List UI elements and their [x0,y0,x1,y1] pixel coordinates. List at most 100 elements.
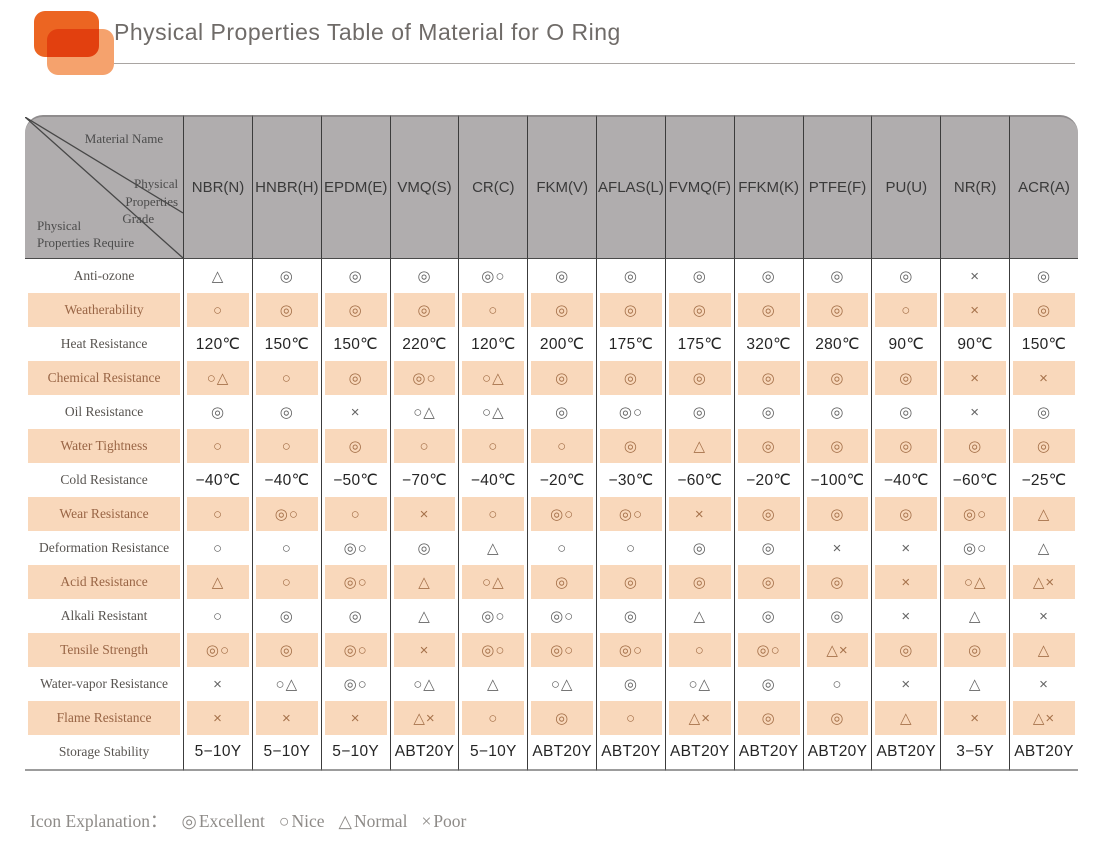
cell-value: −50℃ [333,471,379,489]
legend-label: Normal [353,811,408,831]
value-cell: 3−5Y [940,735,1010,771]
value-cell: −60℃ [664,463,734,497]
value-cell: ○△ [527,667,596,701]
value-cell: ABT20Y [527,735,597,771]
value-cell: ○ [251,531,321,565]
value-cell: ◎ [733,565,803,599]
value-cell: △ [664,599,734,633]
value-cell: × [802,531,872,565]
cell-value: ◎ [899,370,914,387]
cell-value: ◎ [692,302,707,319]
cell-value: ABT20Y [670,743,730,760]
cell-value: ◎○ [412,370,437,387]
row-label-cell: Water-vapor Resistance [25,667,183,701]
value-cell: −40℃ [458,463,527,497]
value-cell: △ [183,565,252,599]
cell-value: ◎ [761,506,776,523]
cell-value: ◎ [1036,438,1052,455]
cell-value: ◎ [623,608,639,625]
cell-value: ○ [557,539,568,557]
cell-value: ◎ [692,404,707,421]
value-cell: −20℃ [733,463,803,497]
value-cell: △ [940,599,1009,633]
value-cell: ◎ [871,361,940,395]
value-cell: ◎ [664,531,734,565]
value-cell: −50℃ [320,463,390,497]
material-header: HNBR(H) [251,115,321,259]
value-cell: ◎ [251,293,321,327]
cell-value: −70℃ [402,471,447,489]
row-label: Alkali Resistant [60,608,148,623]
cell-value: ◎○ [274,506,299,523]
table-row: Chemical Resistance ○△ ○ ◎ ◎○ ○△ ◎ ◎ ◎ ◎ ◎ ◎ × × [25,361,1078,395]
value-cell: −70℃ [389,463,459,497]
cell-value: ○ [488,709,499,727]
value-cell: 220℃ [389,327,459,361]
value-cell: ◎ [389,293,459,327]
value-cell: ◎ [527,565,596,599]
cell-value: ◎ [692,540,707,557]
cell-value: ○ [212,301,224,319]
value-cell: ○ [458,497,527,531]
value-cell: ABT20Y [733,735,803,771]
value-cell: ○ [458,701,527,735]
material-header: PU(U) [871,115,941,259]
value-cell: △× [1009,565,1078,599]
corner-diagonals-icon [25,117,183,258]
cell-value: ◎ [348,268,363,285]
value-cell: ◎ [251,259,321,293]
value-cell: ◎ [596,599,665,633]
cell-value: ABT20Y [1014,743,1074,760]
cell-value: ○ [625,709,636,727]
cell-value: ◎ [830,404,845,421]
value-cell: △ [389,565,459,599]
cell-value: ABT20Y [876,743,937,760]
row-label: Water-vapor Resistance [40,676,169,691]
value-cell: ◎ [320,429,390,463]
cell-value: △ [693,608,707,625]
cell-value: 280℃ [815,335,860,353]
value-cell: △ [940,667,1009,701]
value-cell: ◎○ [458,599,527,633]
corner-require-line2: Properties Require [37,235,135,251]
cell-value: ◎ [555,574,570,591]
row-label: Cold Resistance [60,472,148,487]
cell-value: ○ [694,641,705,659]
cell-value: ◎○ [343,540,368,557]
cell-value: △ [418,608,431,625]
value-cell: × [1009,599,1078,633]
value-cell: ◎ [1009,293,1078,327]
cell-value: × [970,301,980,319]
cell-value: 150℃ [333,335,378,353]
cell-value: ◎ [417,540,432,557]
value-cell: ◎ [527,259,596,293]
cell-value: △× [413,710,436,727]
cell-value: −60℃ [677,471,723,489]
value-cell: × [389,497,459,531]
value-cell: 320℃ [733,327,803,361]
nice-icon: ○ [278,811,290,831]
value-cell: −40℃ [183,463,252,497]
cell-value: ◎○ [550,506,575,523]
corner-label-material-name: Material Name [84,131,164,146]
value-cell: ○△ [183,361,252,395]
value-cell: −40℃ [251,463,321,497]
row-label-cell: Cold Resistance [25,463,183,497]
cell-value: ◎ [692,370,707,387]
value-cell: ◎ [664,361,734,395]
row-label: Chemical Resistance [47,370,161,385]
cell-value: ○ [419,437,430,455]
value-cell: ◎○ [527,633,596,667]
value-cell: ◎ [802,701,872,735]
value-cell: ◎ [664,395,734,429]
value-cell: ◎ [596,429,665,463]
value-cell: ◎○ [733,633,803,667]
corner-label-require: Physical Properties Require [37,217,134,252]
cell-value: × [1039,675,1049,693]
cell-value: ○ [212,505,224,523]
value-cell: × [871,599,940,633]
row-label: Oil Resistance [64,404,144,419]
row-label-cell: Deformation Resistance [25,531,183,565]
cell-value: × [213,675,223,693]
row-label: Water Tightness [60,438,148,453]
